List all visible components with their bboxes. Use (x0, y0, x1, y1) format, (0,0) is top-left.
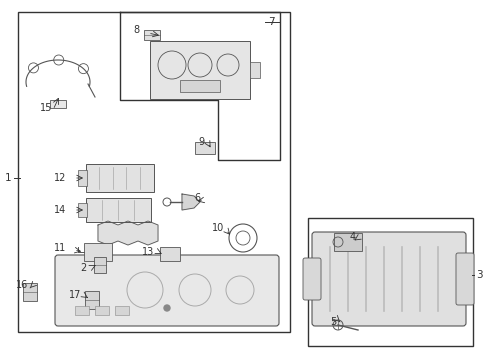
Bar (150, 41, 249, 99)
Bar (84, 243, 112, 261)
Circle shape (163, 305, 170, 311)
Text: 15: 15 (40, 103, 52, 113)
Bar (50, 100, 66, 108)
Bar (78, 203, 87, 217)
Bar (180, 80, 220, 92)
Bar (195, 142, 215, 154)
Text: 2: 2 (80, 263, 86, 273)
Text: 16: 16 (16, 280, 28, 290)
Bar (95, 306, 109, 315)
Text: 13: 13 (142, 247, 154, 257)
Bar (115, 306, 129, 315)
Bar (85, 291, 99, 309)
Text: 3: 3 (475, 270, 481, 280)
Text: 14: 14 (54, 205, 66, 215)
Bar (143, 30, 160, 40)
Text: 6: 6 (194, 193, 200, 203)
Bar (160, 247, 180, 261)
Bar (249, 62, 260, 78)
Polygon shape (182, 194, 200, 210)
Bar (23, 283, 37, 301)
Text: 12: 12 (54, 173, 66, 183)
FancyBboxPatch shape (55, 255, 279, 326)
Polygon shape (98, 221, 158, 245)
Text: 11: 11 (54, 243, 66, 253)
Bar (75, 306, 89, 315)
Text: 5: 5 (329, 317, 335, 327)
FancyBboxPatch shape (455, 253, 473, 305)
Text: 10: 10 (211, 223, 224, 233)
Bar (307, 218, 472, 346)
FancyBboxPatch shape (303, 258, 320, 300)
Bar (86, 164, 154, 192)
Bar (78, 170, 87, 186)
Text: 8: 8 (133, 25, 139, 35)
FancyBboxPatch shape (311, 232, 465, 326)
Bar (18, 12, 289, 332)
Text: 7: 7 (267, 17, 274, 27)
Bar (86, 198, 151, 222)
Text: 17: 17 (69, 290, 81, 300)
Bar (333, 233, 361, 251)
Text: 1: 1 (5, 173, 11, 183)
Bar (94, 257, 106, 273)
Text: 4: 4 (349, 232, 355, 242)
Text: 9: 9 (198, 137, 203, 147)
